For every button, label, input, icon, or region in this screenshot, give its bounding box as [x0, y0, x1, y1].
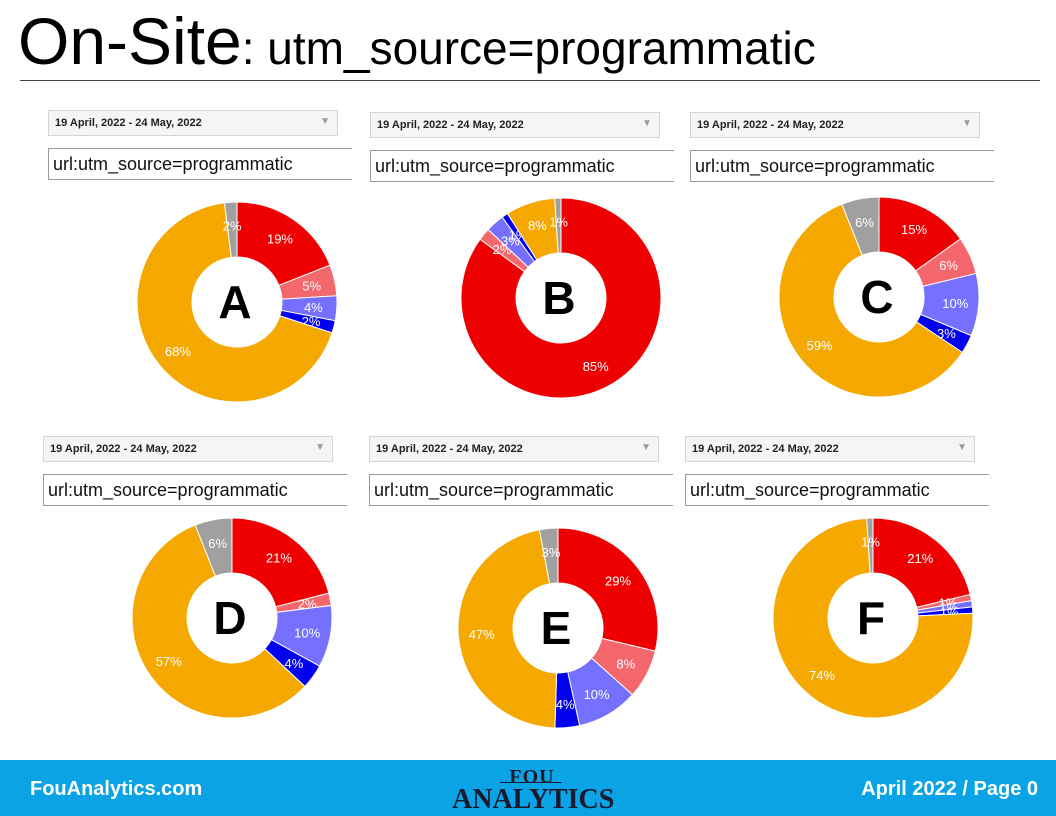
footer-bar: FouAnalytics.com FOU ANALYTICS April 202…: [0, 760, 1056, 816]
date-range-select[interactable]: 19 April, 2022 - 24 May, 2022 ▼: [43, 436, 333, 462]
footer-site: FouAnalytics.com: [30, 778, 203, 800]
chart-panel-a: 19 April, 2022 - 24 May, 2022 ▼ url:utm_so…: [48, 110, 378, 430]
date-range-value: 19 April, 2022 - 24 May, 2022: [376, 443, 523, 455]
chart-panel-e: 19 April, 2022 - 24 May, 2022 ▼ url:utm_so…: [369, 436, 699, 756]
chevron-down-icon: ▼: [641, 442, 651, 453]
url-filter-input[interactable]: url:utm_source=programmatic: [43, 474, 347, 506]
date-range-value: 19 April, 2022 - 24 May, 2022: [377, 119, 524, 131]
page-title-main: On-Site: [18, 4, 242, 78]
date-range-select[interactable]: 19 April, 2022 - 24 May, 2022 ▼: [369, 436, 659, 462]
chart-panel-f: 19 April, 2022 - 24 May, 2022 ▼ url:utm_so…: [685, 436, 1015, 756]
chart-panel-c: 19 April, 2022 - 24 May, 2022 ▼ url:utm_so…: [690, 112, 1020, 432]
url-filter-input[interactable]: url:utm_source=programmatic: [369, 474, 673, 506]
chart-panel-d: 19 April, 2022 - 24 May, 2022 ▼ url:utm_so…: [43, 436, 373, 756]
chevron-down-icon: ▼: [962, 118, 972, 129]
fou-analytics-logo: FOU ANALYTICS: [452, 766, 615, 815]
url-filter-input[interactable]: url:utm_source=programmatic: [685, 474, 989, 506]
date-range-select[interactable]: 19 April, 2022 - 24 May, 2022 ▼: [685, 436, 975, 462]
date-range-value: 19 April, 2022 - 24 May, 2022: [697, 119, 844, 131]
footer-page: April 2022 / Page 0: [861, 778, 1038, 800]
url-filter-input[interactable]: url:utm_source=programmatic: [48, 148, 352, 180]
url-filter-input[interactable]: url:utm_source=programmatic: [690, 150, 994, 182]
chevron-down-icon: ▼: [315, 442, 325, 453]
date-range-select[interactable]: 19 April, 2022 - 24 May, 2022 ▼: [690, 112, 980, 138]
page-title-rest: : utm_source=programmatic: [241, 22, 816, 74]
chevron-down-icon: ▼: [320, 116, 330, 127]
date-range-value: 19 April, 2022 - 24 May, 2022: [692, 443, 839, 455]
chevron-down-icon: ▼: [957, 442, 967, 453]
date-range-select[interactable]: 19 April, 2022 - 24 May, 2022 ▼: [48, 110, 338, 136]
date-range-value: 19 April, 2022 - 24 May, 2022: [55, 117, 202, 129]
chart-panel-b: 19 April, 2022 - 24 May, 2022 ▼ url:utm_so…: [370, 112, 700, 432]
date-range-value: 19 April, 2022 - 24 May, 2022: [50, 443, 197, 455]
title-divider: [20, 80, 1040, 81]
date-range-select[interactable]: 19 April, 2022 - 24 May, 2022 ▼: [370, 112, 660, 138]
url-filter-input[interactable]: url:utm_source=programmatic: [370, 150, 674, 182]
page-title: On-Site: utm_source=programmatic: [18, 8, 816, 74]
chevron-down-icon: ▼: [642, 118, 652, 129]
